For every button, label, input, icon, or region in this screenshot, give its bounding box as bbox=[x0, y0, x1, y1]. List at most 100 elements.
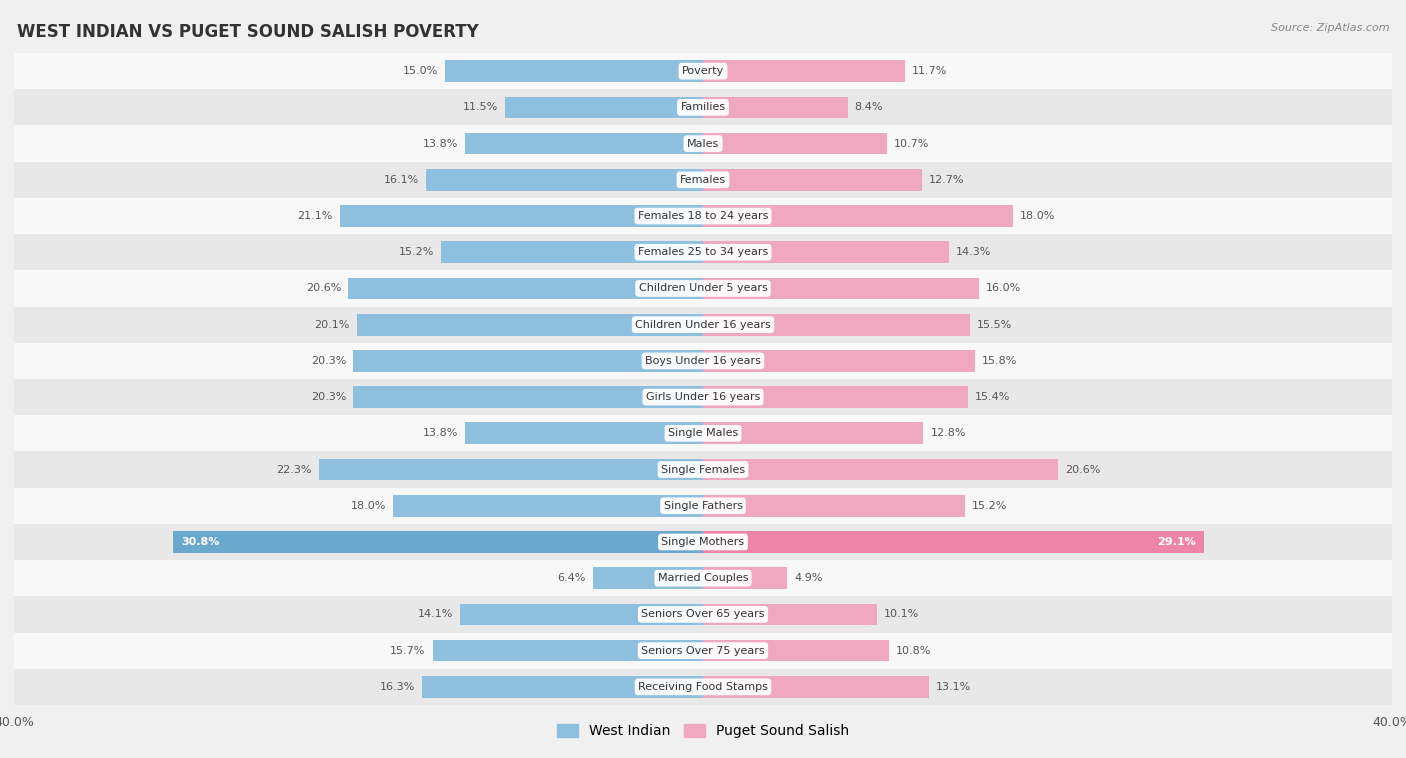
Bar bbox=[703, 61, 904, 82]
Text: 15.2%: 15.2% bbox=[399, 247, 434, 257]
Text: Families: Families bbox=[681, 102, 725, 112]
Text: 10.7%: 10.7% bbox=[894, 139, 929, 149]
Bar bbox=[340, 205, 703, 227]
Text: 15.5%: 15.5% bbox=[977, 320, 1012, 330]
Bar bbox=[703, 603, 877, 625]
Bar bbox=[0, 198, 1406, 234]
Text: 20.3%: 20.3% bbox=[311, 392, 346, 402]
Text: 13.8%: 13.8% bbox=[423, 139, 458, 149]
Text: Children Under 5 years: Children Under 5 years bbox=[638, 283, 768, 293]
Bar bbox=[0, 560, 1406, 597]
Bar bbox=[703, 640, 889, 662]
Bar bbox=[703, 241, 949, 263]
Text: Girls Under 16 years: Girls Under 16 years bbox=[645, 392, 761, 402]
Bar bbox=[703, 205, 1012, 227]
Bar bbox=[703, 350, 976, 371]
Bar bbox=[349, 277, 703, 299]
Bar bbox=[433, 640, 703, 662]
Text: Males: Males bbox=[688, 139, 718, 149]
Bar bbox=[319, 459, 703, 481]
Text: 11.5%: 11.5% bbox=[463, 102, 498, 112]
Text: WEST INDIAN VS PUGET SOUND SALISH POVERTY: WEST INDIAN VS PUGET SOUND SALISH POVERT… bbox=[17, 23, 478, 41]
Text: Seniors Over 75 years: Seniors Over 75 years bbox=[641, 646, 765, 656]
Bar bbox=[465, 422, 703, 444]
Text: Married Couples: Married Couples bbox=[658, 573, 748, 583]
Bar bbox=[460, 603, 703, 625]
Text: Children Under 16 years: Children Under 16 years bbox=[636, 320, 770, 330]
Text: Source: ZipAtlas.com: Source: ZipAtlas.com bbox=[1271, 23, 1389, 33]
Text: Poverty: Poverty bbox=[682, 66, 724, 76]
Bar bbox=[353, 350, 703, 371]
Text: Single Fathers: Single Fathers bbox=[664, 501, 742, 511]
Bar bbox=[703, 495, 965, 517]
Bar bbox=[0, 669, 1406, 705]
Bar bbox=[703, 96, 848, 118]
Bar bbox=[703, 422, 924, 444]
Bar bbox=[392, 495, 703, 517]
Bar bbox=[0, 597, 1406, 632]
Text: 11.7%: 11.7% bbox=[911, 66, 946, 76]
Text: 20.3%: 20.3% bbox=[311, 356, 346, 366]
Bar bbox=[505, 96, 703, 118]
Text: Single Females: Single Females bbox=[661, 465, 745, 475]
Text: Females 18 to 24 years: Females 18 to 24 years bbox=[638, 211, 768, 221]
Bar bbox=[0, 271, 1406, 306]
Bar bbox=[0, 452, 1406, 487]
Text: Females 25 to 34 years: Females 25 to 34 years bbox=[638, 247, 768, 257]
Text: 8.4%: 8.4% bbox=[855, 102, 883, 112]
Bar bbox=[422, 676, 703, 697]
Bar bbox=[353, 387, 703, 408]
Bar bbox=[703, 314, 970, 336]
Text: Boys Under 16 years: Boys Under 16 years bbox=[645, 356, 761, 366]
Text: 14.3%: 14.3% bbox=[956, 247, 991, 257]
Text: 20.6%: 20.6% bbox=[1064, 465, 1099, 475]
Text: 15.0%: 15.0% bbox=[402, 66, 437, 76]
Text: 22.3%: 22.3% bbox=[277, 465, 312, 475]
Bar bbox=[0, 161, 1406, 198]
Text: 10.1%: 10.1% bbox=[884, 609, 920, 619]
Bar bbox=[703, 567, 787, 589]
Text: 4.9%: 4.9% bbox=[794, 573, 823, 583]
Text: 30.8%: 30.8% bbox=[181, 537, 219, 547]
Bar bbox=[593, 567, 703, 589]
Text: 12.7%: 12.7% bbox=[928, 175, 965, 185]
Bar bbox=[357, 314, 703, 336]
Bar bbox=[0, 379, 1406, 415]
Bar bbox=[426, 169, 703, 191]
Bar bbox=[0, 126, 1406, 161]
Text: Females: Females bbox=[681, 175, 725, 185]
Bar bbox=[0, 415, 1406, 452]
Text: 12.8%: 12.8% bbox=[931, 428, 966, 438]
Text: 29.1%: 29.1% bbox=[1157, 537, 1195, 547]
Text: Receiving Food Stamps: Receiving Food Stamps bbox=[638, 682, 768, 692]
Text: 13.1%: 13.1% bbox=[935, 682, 970, 692]
Bar bbox=[0, 487, 1406, 524]
Text: 13.8%: 13.8% bbox=[423, 428, 458, 438]
Text: 6.4%: 6.4% bbox=[558, 573, 586, 583]
Text: 16.0%: 16.0% bbox=[986, 283, 1021, 293]
Legend: West Indian, Puget Sound Salish: West Indian, Puget Sound Salish bbox=[551, 719, 855, 744]
Bar bbox=[703, 459, 1057, 481]
Bar bbox=[703, 133, 887, 155]
Text: 18.0%: 18.0% bbox=[350, 501, 387, 511]
Text: Seniors Over 65 years: Seniors Over 65 years bbox=[641, 609, 765, 619]
Bar bbox=[703, 676, 928, 697]
Text: 20.1%: 20.1% bbox=[315, 320, 350, 330]
Text: 15.8%: 15.8% bbox=[981, 356, 1018, 366]
Bar bbox=[0, 524, 1406, 560]
Bar bbox=[465, 133, 703, 155]
Text: 14.1%: 14.1% bbox=[418, 609, 453, 619]
Text: 16.3%: 16.3% bbox=[380, 682, 415, 692]
Text: Single Mothers: Single Mothers bbox=[661, 537, 745, 547]
Bar bbox=[173, 531, 703, 553]
Bar bbox=[0, 53, 1406, 89]
Bar bbox=[0, 306, 1406, 343]
Text: Single Males: Single Males bbox=[668, 428, 738, 438]
Bar bbox=[703, 531, 1204, 553]
Text: 20.6%: 20.6% bbox=[307, 283, 342, 293]
Text: 16.1%: 16.1% bbox=[384, 175, 419, 185]
Bar bbox=[0, 234, 1406, 271]
Bar bbox=[703, 387, 969, 408]
Bar bbox=[0, 89, 1406, 126]
Bar bbox=[444, 61, 703, 82]
